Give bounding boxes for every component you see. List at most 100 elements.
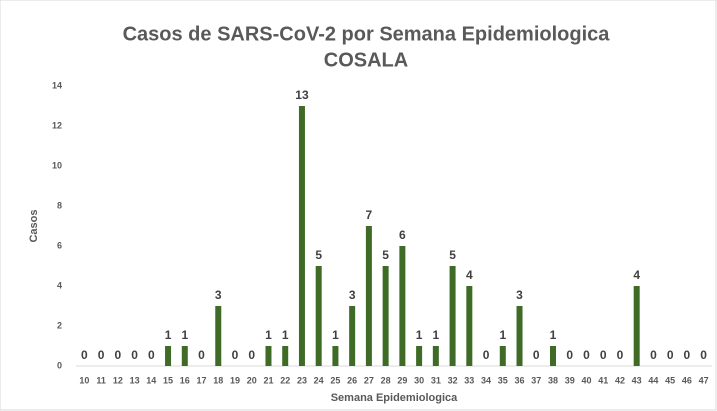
bar [416,346,423,366]
y-tick-label: 0 [57,360,62,370]
x-tick-label: 28 [381,375,391,385]
data-label: 0 [81,348,88,362]
x-tick-label: 32 [448,375,458,385]
y-tick-label: 10 [52,160,62,170]
x-tick-label: 17 [197,375,207,385]
data-label: 0 [600,348,607,362]
bar [315,266,322,366]
bar [466,286,473,366]
bar [382,266,389,366]
y-axis-label: Casos [28,209,40,242]
data-label: 0 [583,348,590,362]
data-label: 1 [165,328,172,342]
data-label: 0 [232,348,239,362]
data-label: 3 [215,288,222,302]
x-tick-label: 44 [648,375,658,385]
x-tick-label: 42 [615,375,625,385]
x-tick-label: 34 [481,375,491,385]
data-label: 3 [516,288,523,302]
x-tick-label: 12 [113,375,123,385]
x-tick-label: 43 [632,375,642,385]
data-label: 1 [282,328,289,342]
data-label: 3 [349,288,356,302]
bar [349,306,356,366]
chart-title: Casos de SARS-CoV-2 por Semana Epidemiol… [123,23,611,45]
data-label: 0 [650,348,657,362]
x-tick-label: 25 [330,375,340,385]
data-label: 0 [248,348,255,362]
bar [399,246,406,366]
data-label: 5 [315,248,322,262]
x-tick-label: 46 [682,375,692,385]
x-tick-label: 15 [163,375,173,385]
data-label: 1 [181,328,188,342]
bar [550,346,556,366]
data-label: 0 [700,348,707,362]
x-tick-label: 45 [665,375,675,385]
x-tick-label: 11 [96,375,106,385]
bar [332,346,339,366]
bar [432,346,439,366]
x-tick-label: 36 [515,375,525,385]
bar [282,346,289,366]
x-tick-label: 37 [531,375,541,385]
data-label: 1 [332,328,339,342]
data-label: 0 [131,348,138,362]
data-label: 13 [295,88,309,102]
x-tick-label: 35 [498,375,508,385]
data-label: 0 [684,348,691,362]
data-label: 0 [483,348,490,362]
data-label: 5 [449,248,456,262]
data-label: 1 [265,328,272,342]
chart-subtitle: COSALA [324,49,408,71]
bar [365,226,372,366]
x-tick-label: 41 [598,375,608,385]
data-label: 6 [399,228,406,242]
data-label: 0 [533,348,540,362]
x-tick-label: 23 [297,375,307,385]
data-label: 5 [382,248,389,262]
bar [165,346,172,366]
bar [516,306,523,366]
bar [265,346,272,366]
x-tick-label: 22 [280,375,290,385]
x-axis-label: Semana Epidemiologica [331,392,458,404]
x-tick-label: 26 [347,375,357,385]
y-tick-label: 8 [57,200,62,210]
bar [181,346,188,366]
data-label: 0 [98,348,105,362]
x-tick-label: 29 [397,375,407,385]
y-tick-label: 6 [57,240,62,250]
data-label: 0 [667,348,674,362]
x-tick-label: 21 [263,375,273,385]
data-label: 1 [499,328,506,342]
x-tick-label: 18 [213,375,223,385]
x-tick-label: 19 [230,375,240,385]
x-tick-label: 40 [581,375,591,385]
bar [215,306,222,366]
bar [499,346,506,366]
data-label: 4 [633,268,640,282]
x-tick-label: 16 [180,375,190,385]
data-label: 0 [617,348,624,362]
x-tick-label: 24 [314,375,324,385]
y-tick-label: 4 [57,280,62,290]
data-label: 1 [432,328,439,342]
x-tick-label: 33 [464,375,474,385]
bar [633,286,640,366]
x-tick-label: 14 [146,375,156,385]
data-label: 0 [566,348,573,362]
data-label: 1 [416,328,423,342]
bar [298,106,305,366]
x-tick-label: 20 [247,375,257,385]
y-tick-label: 14 [52,80,62,90]
data-label: 0 [114,348,121,362]
x-tick-label: 47 [699,375,709,385]
x-tick-label: 39 [565,375,575,385]
x-tick-label: 30 [414,375,424,385]
data-label: 0 [148,348,155,362]
y-tick-label: 12 [52,120,62,130]
x-tick-label: 13 [130,375,140,385]
